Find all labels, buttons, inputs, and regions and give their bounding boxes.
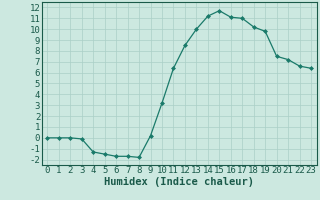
X-axis label: Humidex (Indice chaleur): Humidex (Indice chaleur)	[104, 177, 254, 187]
